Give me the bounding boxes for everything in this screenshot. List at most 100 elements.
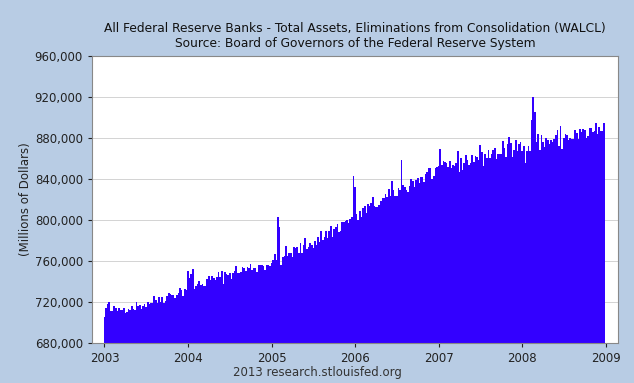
Bar — [266, 265, 268, 343]
Bar — [353, 175, 354, 343]
Bar — [523, 146, 524, 343]
Text: 2013 research.stlouisfed.org: 2013 research.stlouisfed.org — [233, 366, 401, 379]
Bar — [176, 295, 178, 343]
Bar — [105, 308, 107, 343]
Bar — [317, 237, 319, 343]
Bar — [584, 129, 586, 343]
Bar — [152, 303, 153, 343]
Bar — [348, 223, 349, 343]
Bar — [153, 296, 155, 343]
Bar — [296, 247, 298, 343]
Bar — [475, 156, 476, 343]
Y-axis label: (Millions of Dollars): (Millions of Dollars) — [19, 142, 32, 256]
Bar — [568, 140, 569, 343]
Bar — [595, 123, 597, 343]
Bar — [356, 214, 358, 343]
Bar — [269, 266, 271, 343]
Bar — [527, 146, 529, 343]
Bar — [541, 136, 542, 343]
Bar — [295, 248, 297, 343]
Bar — [303, 245, 304, 343]
Bar — [409, 186, 410, 343]
Bar — [186, 290, 187, 343]
Bar — [444, 162, 446, 343]
Bar — [448, 167, 449, 343]
Bar — [157, 303, 158, 343]
Bar — [417, 178, 418, 343]
Bar — [472, 155, 473, 343]
Bar — [145, 307, 147, 343]
Bar — [576, 133, 578, 343]
Bar — [316, 245, 318, 343]
Bar — [277, 217, 279, 343]
Bar — [380, 201, 382, 343]
Bar — [240, 272, 242, 343]
Bar — [389, 196, 391, 343]
Bar — [467, 160, 469, 343]
Bar — [510, 143, 512, 343]
Bar — [437, 166, 439, 343]
Bar — [107, 304, 108, 343]
Bar — [420, 177, 422, 343]
Title: All Federal Reserve Banks - Total Assets, Eliminations from Consolidation (WALCL: All Federal Reserve Banks - Total Assets… — [104, 22, 606, 50]
Bar — [341, 222, 343, 343]
Bar — [264, 270, 266, 343]
Bar — [126, 312, 128, 343]
Bar — [110, 311, 112, 343]
Bar — [121, 310, 123, 343]
Bar — [415, 180, 417, 343]
Bar — [181, 290, 183, 343]
Bar — [328, 231, 330, 343]
Bar — [500, 154, 502, 343]
Bar — [219, 277, 221, 343]
Bar — [276, 260, 277, 343]
Bar — [332, 237, 333, 343]
Bar — [234, 271, 235, 343]
Bar — [537, 134, 539, 343]
Bar — [424, 182, 425, 343]
Bar — [534, 112, 536, 343]
Bar — [349, 219, 351, 343]
Bar — [529, 151, 531, 343]
Bar — [272, 260, 274, 343]
Bar — [488, 150, 489, 343]
Bar — [314, 241, 316, 343]
Bar — [558, 146, 560, 343]
Bar — [434, 168, 436, 343]
Bar — [113, 306, 115, 343]
Bar — [338, 232, 340, 343]
Bar — [589, 128, 590, 343]
Bar — [579, 129, 581, 343]
Bar — [592, 132, 593, 343]
Bar — [547, 140, 548, 343]
Bar — [493, 150, 494, 343]
Bar — [512, 157, 514, 343]
Bar — [391, 182, 393, 343]
Bar — [517, 151, 518, 343]
Bar — [216, 277, 217, 343]
Bar — [169, 295, 171, 343]
Bar — [515, 141, 517, 343]
Bar — [503, 148, 505, 343]
Bar — [243, 268, 245, 343]
Bar — [189, 278, 190, 343]
Bar — [482, 166, 484, 343]
Bar — [287, 255, 288, 343]
Bar — [344, 221, 346, 343]
Bar — [193, 289, 195, 343]
Bar — [327, 239, 328, 343]
Bar — [383, 198, 385, 343]
Bar — [476, 157, 478, 343]
Bar — [428, 168, 430, 343]
Bar — [256, 272, 258, 343]
Bar — [168, 293, 169, 343]
Bar — [205, 286, 207, 343]
Bar — [142, 306, 144, 343]
Bar — [603, 123, 605, 343]
Bar — [569, 137, 571, 343]
Bar — [252, 270, 253, 343]
Bar — [183, 296, 184, 343]
Bar — [449, 161, 451, 343]
Bar — [597, 134, 598, 343]
Bar — [372, 197, 373, 343]
